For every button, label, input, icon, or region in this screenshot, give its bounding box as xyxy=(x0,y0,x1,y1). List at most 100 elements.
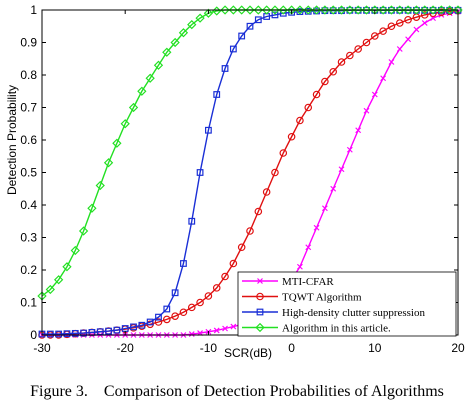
data-point xyxy=(163,305,171,313)
data-point xyxy=(328,5,338,15)
data-point xyxy=(146,318,154,326)
data-point xyxy=(445,5,455,15)
data-point xyxy=(105,327,112,335)
data-point xyxy=(130,323,137,331)
data-point xyxy=(187,303,196,312)
data-point xyxy=(155,313,162,321)
data-point xyxy=(245,5,255,15)
data-point xyxy=(113,326,121,334)
data-point xyxy=(405,36,412,43)
data-point xyxy=(262,188,271,196)
data-point xyxy=(170,37,180,48)
data-point xyxy=(313,224,320,231)
data-point xyxy=(195,13,205,23)
data-point xyxy=(278,5,288,15)
x-axis-label: SCR(dB) xyxy=(224,346,272,360)
data-point xyxy=(80,329,88,337)
data-point xyxy=(187,19,197,30)
data-point xyxy=(212,284,221,292)
data-point xyxy=(287,132,296,141)
data-point xyxy=(337,58,346,66)
y-tick-label: 0.6 xyxy=(20,133,37,147)
x-tick-label: 20 xyxy=(451,341,465,355)
y-tick-label: 1 xyxy=(30,3,37,17)
data-point xyxy=(396,46,403,52)
data-point xyxy=(228,5,239,15)
data-point xyxy=(271,168,279,177)
data-point xyxy=(329,67,338,76)
legend-label: TQWT Algorithm xyxy=(282,292,362,304)
data-point xyxy=(53,275,64,285)
data-point xyxy=(196,298,204,307)
data-point xyxy=(379,27,387,35)
data-point xyxy=(87,203,97,213)
data-point xyxy=(171,289,179,297)
y-tick-label: 0.2 xyxy=(20,263,37,277)
x-tick-label: 10 xyxy=(368,341,382,355)
data-point xyxy=(153,60,164,70)
x-tick-label: 0 xyxy=(288,341,295,355)
data-point xyxy=(220,5,230,15)
data-point xyxy=(229,259,238,268)
data-point xyxy=(321,77,329,86)
data-point xyxy=(436,5,447,15)
data-point xyxy=(279,149,288,157)
data-point xyxy=(154,318,163,326)
y-tick-label: 0.7 xyxy=(20,101,37,115)
data-point xyxy=(261,5,272,15)
data-point xyxy=(270,5,280,15)
series-line xyxy=(41,9,458,297)
legend-marker xyxy=(255,322,265,333)
data-point xyxy=(213,327,220,334)
data-point xyxy=(346,146,353,153)
data-point xyxy=(346,51,354,60)
data-point xyxy=(229,45,237,53)
data-point xyxy=(305,244,312,251)
data-point xyxy=(78,226,89,236)
data-point xyxy=(45,284,55,295)
data-point xyxy=(178,28,189,38)
data-point xyxy=(404,15,412,24)
x-tick-label: -20 xyxy=(117,341,135,355)
data-point xyxy=(380,75,387,82)
data-point xyxy=(253,5,263,15)
data-point xyxy=(362,38,371,47)
data-point xyxy=(296,116,304,125)
data-point xyxy=(420,11,429,19)
legend-label: High-density clutter suppression xyxy=(282,307,425,319)
data-point xyxy=(311,5,322,15)
data-point xyxy=(221,272,229,281)
y-tick-label: 0.8 xyxy=(20,68,37,82)
y-tick-label: 0 xyxy=(30,328,37,342)
data-point xyxy=(320,5,330,15)
data-point xyxy=(411,5,422,15)
data-point xyxy=(421,20,428,26)
y-tick-label: 0.5 xyxy=(20,166,37,180)
data-point xyxy=(180,260,187,267)
data-point xyxy=(363,107,370,114)
data-point xyxy=(112,138,122,148)
legend-marker xyxy=(256,292,264,301)
data-point xyxy=(386,5,397,15)
axes: -30 -20 -10 0 10 20 0 0.1 0.2 0.3 0.4 0.5 0.6 0.7 0.8 0… xyxy=(20,3,465,355)
data-point xyxy=(55,330,63,338)
legend-label: MTI-CFAR xyxy=(282,276,334,288)
data-point xyxy=(345,5,355,15)
data-point xyxy=(221,65,229,72)
data-point xyxy=(371,91,378,98)
legend-marker xyxy=(256,308,264,316)
data-point xyxy=(428,5,438,15)
data-point xyxy=(413,26,420,33)
data-point xyxy=(230,323,237,330)
data-point xyxy=(163,315,171,324)
data-point xyxy=(338,166,345,173)
data-point xyxy=(205,126,212,134)
data-point xyxy=(63,330,71,338)
y-tick-label: 0.9 xyxy=(20,36,37,50)
legend-entry: Algorithm in this article. xyxy=(242,323,391,335)
data-point xyxy=(246,22,254,30)
data-point xyxy=(304,103,313,112)
data-point xyxy=(46,330,54,338)
legend-label: Algorithm in this article. xyxy=(282,323,391,335)
data-point xyxy=(204,292,213,300)
